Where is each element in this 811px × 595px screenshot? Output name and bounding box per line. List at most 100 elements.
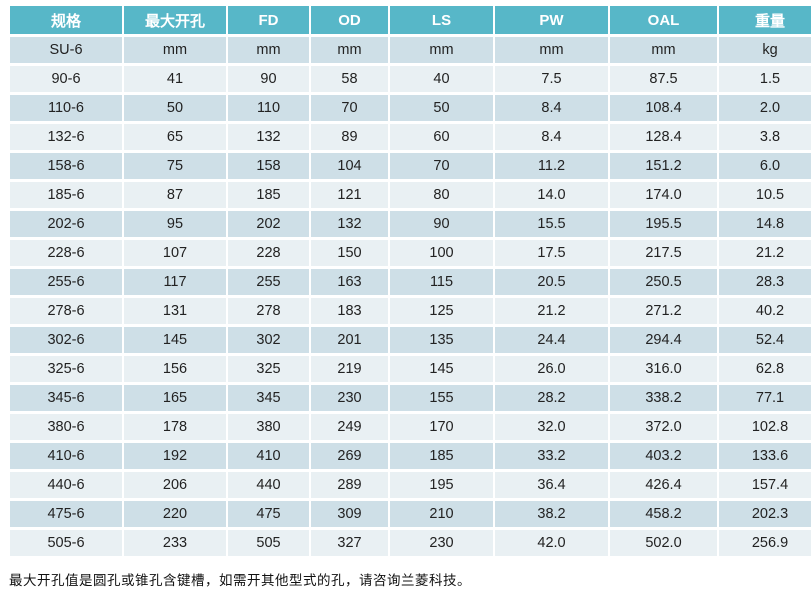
- data-cell: 256.9: [719, 530, 811, 556]
- column-header-2: FD: [228, 6, 309, 34]
- data-cell: 380-6: [10, 414, 122, 440]
- header-row: 规格 最大开孔 FD OD LS PW OAL 重量: [10, 6, 811, 34]
- data-cell: 475: [228, 501, 309, 527]
- data-cell: 202.3: [719, 501, 811, 527]
- data-cell: 170: [390, 414, 493, 440]
- table-row: 380-6 178 380 249 170 32.0 372.0 102.8: [10, 414, 811, 440]
- data-cell: 201: [311, 327, 388, 353]
- data-cell: 410-6: [10, 443, 122, 469]
- data-cell: 104: [311, 153, 388, 179]
- data-cell: 202: [228, 211, 309, 237]
- table-row: 440-6 206 440 289 195 36.4 426.4 157.4: [10, 472, 811, 498]
- data-cell: 255: [228, 269, 309, 295]
- data-cell: 150: [311, 240, 388, 266]
- data-cell: 185: [228, 182, 309, 208]
- data-cell: 75: [124, 153, 226, 179]
- data-cell: 302-6: [10, 327, 122, 353]
- data-cell: 327: [311, 530, 388, 556]
- table-row: 158-6 75 158 104 70 11.2 151.2 6.0: [10, 153, 811, 179]
- unit-cell: mm: [390, 37, 493, 63]
- data-cell: 440: [228, 472, 309, 498]
- data-cell: 338.2: [610, 385, 717, 411]
- data-cell: 157.4: [719, 472, 811, 498]
- data-cell: 6.0: [719, 153, 811, 179]
- data-cell: 202-6: [10, 211, 122, 237]
- column-header-5: PW: [495, 6, 608, 34]
- table-row: 228-6 107 228 150 100 17.5 217.5 21.2: [10, 240, 811, 266]
- data-cell: 15.5: [495, 211, 608, 237]
- data-cell: 163: [311, 269, 388, 295]
- data-cell: 228: [228, 240, 309, 266]
- data-cell: 255-6: [10, 269, 122, 295]
- data-cell: 217.5: [610, 240, 717, 266]
- data-cell: 62.8: [719, 356, 811, 382]
- data-cell: 131: [124, 298, 226, 324]
- data-cell: 151.2: [610, 153, 717, 179]
- data-cell: 230: [311, 385, 388, 411]
- table-row: 255-6 117 255 163 115 20.5 250.5 28.3: [10, 269, 811, 295]
- column-header-7: 重量: [719, 6, 811, 34]
- data-cell: 132: [311, 211, 388, 237]
- data-cell: 294.4: [610, 327, 717, 353]
- unit-cell: mm: [610, 37, 717, 63]
- data-cell: 21.2: [719, 240, 811, 266]
- data-cell: 145: [124, 327, 226, 353]
- data-cell: 70: [390, 153, 493, 179]
- data-cell: 128.4: [610, 124, 717, 150]
- data-cell: 117: [124, 269, 226, 295]
- data-cell: 185: [390, 443, 493, 469]
- data-cell: 60: [390, 124, 493, 150]
- data-cell: 410: [228, 443, 309, 469]
- data-cell: 89: [311, 124, 388, 150]
- data-cell: 458.2: [610, 501, 717, 527]
- spec-table: 规格 最大开孔 FD OD LS PW OAL 重量 SU-6 mm mm mm mm mm mm kg 90…: [8, 3, 811, 559]
- data-cell: 372.0: [610, 414, 717, 440]
- data-cell: 108.4: [610, 95, 717, 121]
- table-row: 202-6 95 202 132 90 15.5 195.5 14.8: [10, 211, 811, 237]
- data-cell: 102.8: [719, 414, 811, 440]
- data-cell: 135: [390, 327, 493, 353]
- data-cell: 309: [311, 501, 388, 527]
- data-cell: 38.2: [495, 501, 608, 527]
- data-cell: 325: [228, 356, 309, 382]
- data-cell: 20.5: [495, 269, 608, 295]
- data-cell: 269: [311, 443, 388, 469]
- data-cell: 192: [124, 443, 226, 469]
- data-cell: 195: [390, 472, 493, 498]
- data-cell: 28.3: [719, 269, 811, 295]
- data-cell: 230: [390, 530, 493, 556]
- data-cell: 65: [124, 124, 226, 150]
- data-cell: 11.2: [495, 153, 608, 179]
- footer-note: 最大开孔值是圆孔或锥孔含键槽，如需开其他型式的孔，请咨询兰菱科技。: [9, 573, 471, 588]
- data-cell: 32.0: [495, 414, 608, 440]
- data-cell: 249: [311, 414, 388, 440]
- data-cell: 210: [390, 501, 493, 527]
- column-header-1: 最大开孔: [124, 6, 226, 34]
- data-cell: 403.2: [610, 443, 717, 469]
- data-cell: 36.4: [495, 472, 608, 498]
- column-header-6: OAL: [610, 6, 717, 34]
- data-cell: 90: [228, 66, 309, 92]
- data-cell: 125: [390, 298, 493, 324]
- data-cell: 70: [311, 95, 388, 121]
- data-cell: 302: [228, 327, 309, 353]
- data-cell: 80: [390, 182, 493, 208]
- data-cell: 325-6: [10, 356, 122, 382]
- table-row: 345-6 165 345 230 155 28.2 338.2 77.1: [10, 385, 811, 411]
- unit-cell: kg: [719, 37, 811, 63]
- data-cell: 220: [124, 501, 226, 527]
- data-cell: 40.2: [719, 298, 811, 324]
- table-row: 475-6 220 475 309 210 38.2 458.2 202.3: [10, 501, 811, 527]
- table-row: 325-6 156 325 219 145 26.0 316.0 62.8: [10, 356, 811, 382]
- data-cell: 90-6: [10, 66, 122, 92]
- data-cell: 155: [390, 385, 493, 411]
- data-cell: 26.0: [495, 356, 608, 382]
- table-row: 278-6 131 278 183 125 21.2 271.2 40.2: [10, 298, 811, 324]
- table-row: 185-6 87 185 121 80 14.0 174.0 10.5: [10, 182, 811, 208]
- data-cell: 505-6: [10, 530, 122, 556]
- data-cell: 278: [228, 298, 309, 324]
- data-cell: 100: [390, 240, 493, 266]
- table-row: 110-6 50 110 70 50 8.4 108.4 2.0: [10, 95, 811, 121]
- data-cell: 14.8: [719, 211, 811, 237]
- data-cell: 40: [390, 66, 493, 92]
